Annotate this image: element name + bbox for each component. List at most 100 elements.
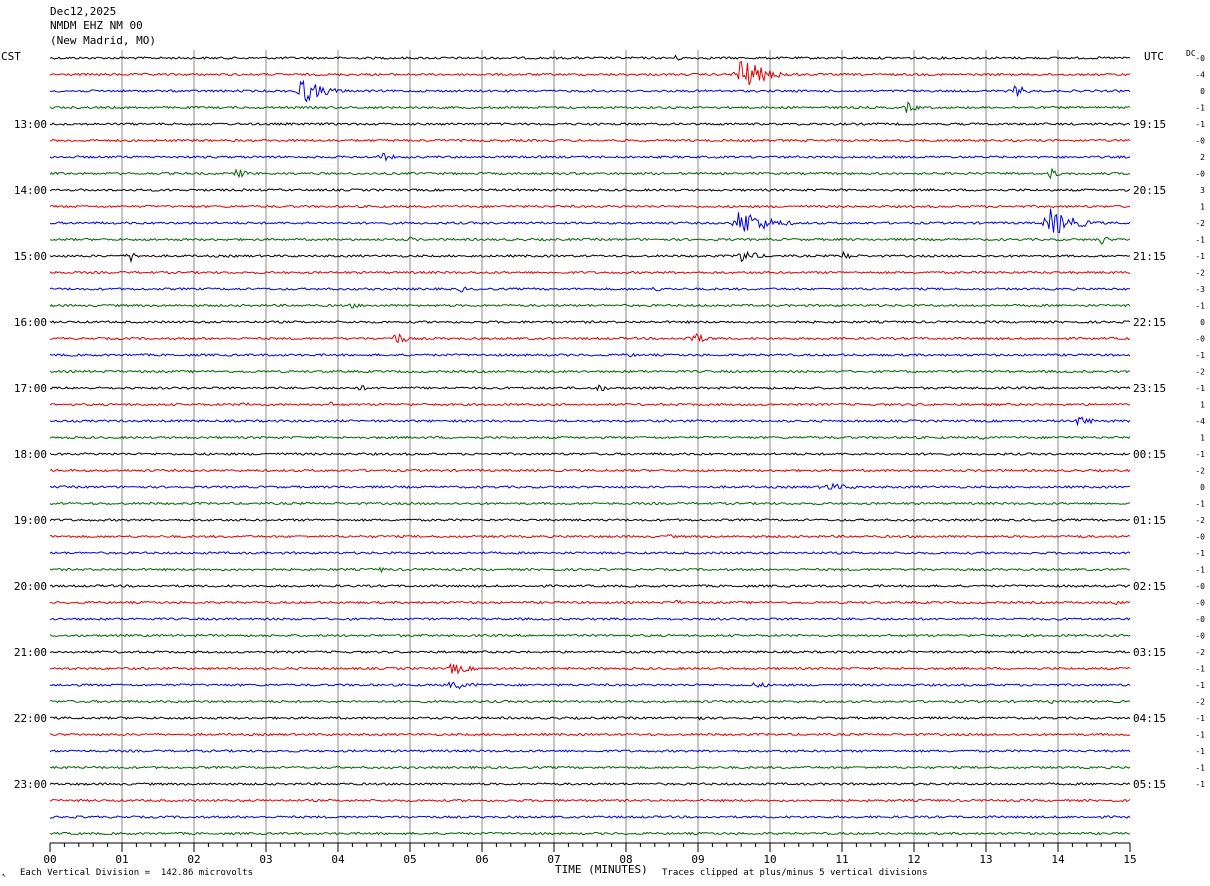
left-hour-label: 22:00: [14, 712, 47, 725]
trace-line: [49, 204, 1131, 209]
trace-line: [49, 101, 1131, 113]
clipping-note: Traces clipped at plus/minus 5 vertical …: [662, 868, 928, 878]
trace-line: [50, 662, 1131, 675]
x-tick-label: 04: [331, 853, 345, 866]
dc-offset-value: -1: [1195, 351, 1205, 360]
dc-offset-value: 3: [1200, 186, 1205, 195]
trace-line: [49, 699, 1131, 705]
dc-offset-value: -2: [1195, 516, 1205, 525]
right-hour-label: 03:15: [1133, 646, 1166, 659]
dc-offset-value: -2: [1195, 648, 1205, 657]
left-hour-label: 14:00: [14, 184, 47, 197]
right-hour-label: 20:15: [1133, 184, 1166, 197]
trace-line: [49, 320, 1131, 324]
dc-offset-value: -2: [1195, 467, 1205, 476]
dc-offset-value: 0: [1200, 87, 1205, 96]
dc-offset-value: 1: [1200, 434, 1205, 443]
trace-line: [49, 236, 1131, 245]
right-hour-label: 21:15: [1133, 250, 1166, 263]
dc-offset-value: -1: [1195, 747, 1205, 756]
trace-line: [49, 435, 1131, 441]
left-hour-label: 21:00: [14, 646, 47, 659]
dc-offset-value: -4: [1195, 417, 1205, 426]
trace-line: [49, 650, 1131, 654]
x-tick-label: 03: [259, 853, 272, 866]
trace-line: [49, 303, 1131, 309]
trace-line: [49, 501, 1131, 506]
trace-line: [49, 384, 1131, 392]
dc-offset-value: -1: [1195, 236, 1205, 245]
dc-offset-value: -3: [1195, 285, 1205, 294]
trace-line: [49, 599, 1131, 606]
dc-offset-value: -0: [1195, 170, 1205, 179]
trace-line: [49, 188, 1131, 192]
dc-offset-value: -0: [1195, 582, 1205, 591]
trace-line: [49, 518, 1131, 522]
left-hour-label: 23:00: [14, 778, 47, 791]
trace-line: [49, 61, 1131, 86]
right-hour-label: 01:15: [1133, 514, 1166, 527]
dc-offset-value: 1: [1200, 203, 1205, 212]
dc-offset-value: -1: [1195, 764, 1205, 773]
trace-line: [49, 401, 1131, 407]
station-location: (New Madrid, MO): [50, 34, 156, 47]
left-hour-label: 19:00: [14, 514, 47, 527]
trace-line: [49, 482, 1131, 490]
x-tick-label: 07: [547, 853, 560, 866]
trace-line: [49, 369, 1130, 374]
dc-offset-value: -2: [1195, 219, 1205, 228]
dc-offset-value: -1: [1195, 500, 1205, 509]
dc-offset-value: -1: [1195, 104, 1205, 113]
trace-line: [49, 566, 1131, 574]
vertical-division-note: Each Vertical Division = 142.86 microvol…: [20, 868, 253, 878]
x-tick-label: 08: [619, 853, 632, 866]
x-tick-label: 06: [475, 853, 488, 866]
trace-line: [49, 167, 1131, 180]
dc-offset-value: -0: [1195, 533, 1205, 542]
left-hour-label: 17:00: [14, 382, 47, 395]
x-tick-label: 13: [979, 853, 992, 866]
dc-offset-value: -1: [1195, 714, 1205, 723]
trace-line: [49, 584, 1130, 588]
trace-line: [49, 416, 1131, 427]
x-tick-label: 00: [43, 853, 56, 866]
x-tick-label: 15: [1123, 853, 1136, 866]
x-tick-label: 02: [187, 853, 200, 866]
dc-offset-value: -1: [1195, 665, 1205, 674]
dc-offset-value: -1: [1195, 549, 1205, 558]
x-tick-label: 10: [763, 853, 776, 866]
corner-mark-icon: ↖: [2, 871, 7, 879]
x-tick-label: 09: [691, 853, 704, 866]
trace-line: [49, 633, 1131, 638]
trace-line: [49, 286, 1131, 293]
trace-line: [49, 468, 1131, 473]
dc-offset-value: -2: [1195, 698, 1205, 707]
dc-offset-header: DC: [1186, 49, 1196, 58]
trace-line: [49, 749, 1131, 753]
trace-line: [49, 551, 1131, 555]
dc-offset-value: -0: [1195, 615, 1205, 624]
x-axis-label: TIME (MINUTES): [555, 863, 648, 876]
dc-offset-value: -1: [1195, 252, 1205, 261]
trace-line: [49, 815, 1131, 819]
trace-line: [49, 54, 1131, 61]
dc-offset-value: -1: [1195, 681, 1205, 690]
left-timezone-label: CST: [1, 50, 21, 63]
dc-offset-value: -0: [1195, 632, 1205, 641]
trace-line: [49, 352, 1131, 358]
trace-line: [49, 332, 1131, 344]
dc-offset-value: 2: [1200, 153, 1205, 162]
trace-line: [49, 798, 1131, 803]
dc-offset-value: -2: [1195, 368, 1205, 377]
trace-line: [49, 138, 1131, 143]
right-hour-label: 04:15: [1133, 712, 1166, 725]
dc-offset-value: -4: [1195, 71, 1205, 80]
dc-offset-value: -1: [1195, 780, 1205, 789]
left-hour-label: 15:00: [14, 250, 47, 263]
dc-offset-value: -1: [1195, 731, 1205, 740]
station-code: NMDM EHZ NM 00: [50, 19, 143, 32]
trace-line: [49, 122, 1131, 126]
dc-offset-value: -0: [1195, 54, 1205, 63]
trace-line: [49, 716, 1131, 721]
